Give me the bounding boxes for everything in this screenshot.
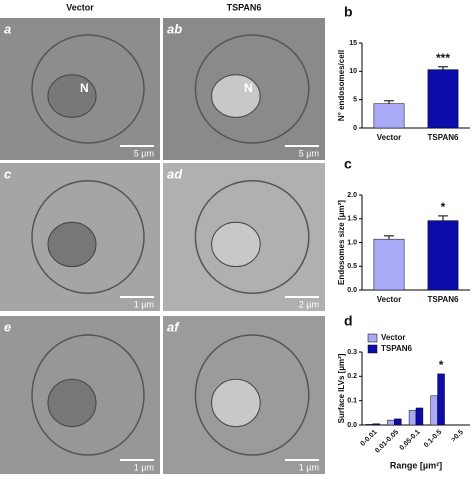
- scale-label: 2 µm: [299, 299, 319, 309]
- organelle: [47, 378, 97, 428]
- nucleus-label: N: [244, 81, 253, 95]
- bar: [373, 103, 405, 129]
- scale-label: 1 µm: [134, 299, 154, 309]
- panel-label: c: [4, 166, 12, 181]
- organelle: [47, 221, 97, 268]
- bar: [430, 395, 438, 426]
- y-tick-label: 0.2: [347, 373, 357, 380]
- chart-title: d: [344, 313, 353, 329]
- legend-label: TSPAN6: [381, 344, 413, 353]
- cell-structure: [194, 180, 310, 294]
- bar: [365, 424, 374, 426]
- bar: [372, 423, 380, 426]
- bar: [427, 69, 459, 129]
- organelle: [211, 74, 261, 118]
- y-axis-label: Surface ILVs [µm²]: [337, 353, 346, 423]
- bar: [408, 410, 417, 426]
- y-tick-label: 0: [353, 125, 357, 132]
- panel-label: ad: [167, 166, 183, 181]
- legend-swatch: [367, 333, 378, 343]
- y-tick-label: 10: [349, 68, 357, 75]
- bar: [373, 238, 405, 291]
- organelle: [211, 221, 261, 268]
- organelle: [47, 74, 97, 118]
- bar: [437, 373, 445, 426]
- annotation: *: [441, 200, 446, 214]
- nucleus-label: N: [80, 81, 89, 95]
- cell-structure: [31, 334, 145, 456]
- y-tick-label: 15: [349, 40, 357, 47]
- y-axis-label: N° endosomes/cell: [337, 50, 346, 121]
- cell-structure: [194, 34, 310, 144]
- legend-swatch: [367, 344, 378, 354]
- y-tick-label: 0.1: [347, 398, 357, 405]
- y-tick-label: 0.0: [347, 422, 357, 429]
- cell-structure: [31, 34, 145, 144]
- bar: [427, 220, 459, 291]
- y-axis-label: Endosomes size [μm²]: [337, 200, 346, 285]
- organelle: [211, 378, 261, 428]
- scale-label: 5 µm: [134, 148, 154, 158]
- y-tick-label: 0.5: [347, 263, 357, 270]
- column-title: Vector: [66, 2, 94, 12]
- legend-label: Vector: [381, 333, 405, 342]
- x-tick-label: TSPAN6: [428, 133, 460, 142]
- scale-label: 1 µm: [134, 462, 154, 472]
- annotation: *: [439, 358, 444, 372]
- column-title: TSPAN6: [227, 2, 262, 12]
- cell-structure: [194, 334, 310, 456]
- scale-label: 5 µm: [299, 148, 319, 158]
- panel-label: af: [167, 319, 180, 334]
- x-tick-label: Vector: [377, 133, 401, 142]
- chart-title: b: [344, 4, 353, 20]
- scale-label: 1 µm: [299, 462, 319, 472]
- panel-label: e: [4, 319, 11, 334]
- panel-label: a: [4, 21, 11, 36]
- cell-structure: [31, 180, 145, 294]
- y-tick-label: 0.0: [347, 287, 357, 294]
- x-tick-label: TSPAN6: [428, 295, 460, 304]
- bar: [415, 407, 424, 426]
- x-tick-label: Vector: [377, 295, 401, 304]
- y-tick-label: 1.0: [347, 239, 357, 246]
- panel-label: ab: [167, 21, 182, 36]
- chart-title: c: [344, 156, 352, 172]
- annotation: ***: [436, 51, 450, 65]
- bar: [387, 419, 395, 426]
- x-axis-label: Range [µm²]: [390, 460, 442, 470]
- y-tick-label: 2.0: [347, 192, 357, 199]
- y-tick-label: 5: [353, 97, 357, 104]
- y-tick-label: 1.5: [347, 216, 357, 223]
- bar: [394, 418, 402, 426]
- y-tick-label: 0.3: [347, 349, 357, 356]
